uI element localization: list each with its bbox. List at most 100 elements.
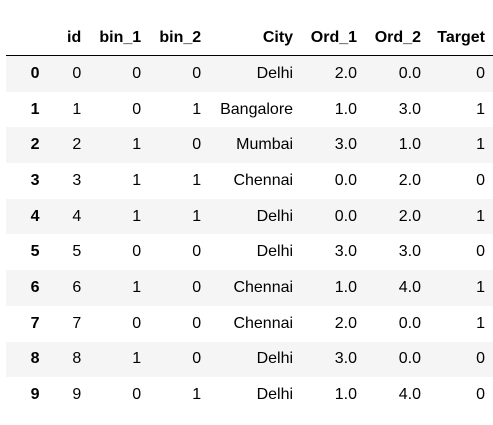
- table-row: 9 9 0 1 Delhi 1.0 4.0 0: [6, 377, 493, 413]
- cell-target: 0: [476, 243, 485, 261]
- cell-target: 1: [476, 100, 485, 118]
- cell-ord-2: 2.0: [398, 171, 421, 189]
- header-row: id bin_1 bin_2 City Ord_1 Ord_2 Target: [6, 20, 493, 56]
- cell-id: 9: [72, 386, 82, 404]
- cell-city: Chennai: [233, 278, 294, 296]
- cell-bin-2: 1: [192, 386, 202, 404]
- cell-city: Mumbai: [236, 136, 294, 154]
- cell-ord-2: 3.0: [398, 243, 421, 261]
- cell-target: 1: [476, 136, 485, 154]
- cell-ord-1: 1.0: [334, 386, 358, 404]
- cell-city: Delhi: [256, 207, 294, 225]
- table-row: 8 8 1 0 Delhi 3.0 0.0 0: [6, 341, 493, 378]
- cell-ord-1: 0.0: [334, 171, 358, 189]
- cell-city: Delhi: [256, 350, 294, 368]
- cell-city: Bangalore: [220, 100, 294, 118]
- cell-bin-1: 0: [132, 314, 142, 332]
- cell-id: 5: [72, 243, 82, 261]
- cell-target: 0: [476, 350, 485, 368]
- cell-target: 0: [476, 64, 485, 82]
- cell-id: 8: [72, 350, 82, 368]
- cell-bin-1: 1: [132, 278, 142, 296]
- row-index: 4: [30, 207, 40, 225]
- cell-bin-2: 0: [192, 314, 202, 332]
- table-row: 6 6 1 0 Chennai 1.0 4.0 1: [6, 270, 493, 306]
- cell-id: 2: [72, 136, 82, 154]
- table-body: 0 0 0 0 Delhi 2.0 0.0 0 1 1 0 1 Bangalore 1.0 3.0 1 2 2 1 0…: [6, 55, 493, 413]
- cell-target: 1: [476, 207, 485, 225]
- table-row: 0 0 0 0 Delhi 2.0 0.0 0: [6, 55, 493, 92]
- cell-bin-2: 0: [192, 278, 202, 296]
- cell-ord-1: 1.0: [334, 278, 358, 296]
- cell-bin-2: 0: [192, 350, 202, 368]
- cell-bin-2: 1: [192, 171, 202, 189]
- cell-target: 0: [476, 171, 485, 189]
- table-header: id bin_1 bin_2 City Ord_1 Ord_2 Target: [6, 20, 493, 56]
- header-ord-1: Ord_1: [310, 28, 358, 46]
- cell-ord-2: 2.0: [398, 207, 421, 225]
- cell-id: 4: [72, 207, 82, 225]
- cell-ord-1: 3.0: [334, 136, 358, 154]
- cell-bin-1: 1: [132, 350, 142, 368]
- cell-bin-2: 0: [192, 243, 202, 261]
- cell-city: Delhi: [256, 386, 294, 404]
- table-row: 3 3 1 1 Chennai 0.0 2.0 0: [6, 163, 493, 199]
- cell-ord-2: 1.0: [398, 136, 421, 154]
- cell-bin-1: 0: [132, 386, 142, 404]
- row-index: 6: [30, 278, 40, 296]
- cell-ord-2: 0.0: [398, 350, 421, 368]
- cell-ord-1: 2.0: [334, 64, 358, 82]
- cell-id: 6: [72, 278, 82, 296]
- cell-ord-1: 3.0: [334, 350, 358, 368]
- cell-id: 0: [72, 64, 82, 82]
- cell-bin-1: 0: [132, 243, 142, 261]
- cell-city: Delhi: [256, 64, 294, 82]
- cell-target: 1: [476, 278, 485, 296]
- table-row: 2 2 1 0 Mumbai 3.0 1.0 1: [6, 127, 493, 164]
- cell-city: Delhi: [256, 243, 294, 261]
- row-index: 5: [30, 243, 40, 261]
- row-index: 7: [30, 314, 40, 332]
- cell-ord-1: 3.0: [334, 243, 358, 261]
- cell-target: 1: [476, 314, 485, 332]
- cell-bin-1: 0: [132, 64, 142, 82]
- row-index: 9: [30, 386, 40, 404]
- cell-ord-1: 2.0: [334, 314, 358, 332]
- header-city: City: [262, 28, 294, 46]
- cell-ord-2: 0.0: [398, 314, 421, 332]
- header-index: [6, 20, 48, 56]
- cell-ord-2: 0.0: [398, 64, 421, 82]
- cell-ord-2: 4.0: [398, 278, 421, 296]
- cell-ord-1: 0.0: [334, 207, 358, 225]
- table-row: 4 4 1 1 Delhi 0.0 2.0 1: [6, 198, 493, 235]
- row-index: 2: [30, 136, 40, 154]
- cell-id: 7: [72, 314, 82, 332]
- table-row: 7 7 0 0 Chennai 2.0 0.0 1: [6, 305, 493, 342]
- row-index: 3: [30, 171, 40, 189]
- header-bin-1: bin_1: [99, 28, 142, 46]
- header-ord-2: Ord_2: [374, 28, 421, 46]
- cell-bin-1: 1: [132, 171, 142, 189]
- cell-ord-2: 3.0: [398, 100, 421, 118]
- cell-bin-2: 0: [192, 64, 202, 82]
- row-index: 1: [30, 100, 40, 118]
- cell-city: Chennai: [233, 171, 294, 189]
- cell-ord-1: 1.0: [334, 100, 358, 118]
- cell-bin-1: 1: [132, 207, 142, 225]
- cell-bin-1: 0: [132, 100, 142, 118]
- cell-id: 3: [72, 171, 82, 189]
- row-index: 0: [30, 64, 40, 82]
- cell-id: 1: [72, 100, 82, 118]
- cell-bin-2: 0: [192, 136, 202, 154]
- header-bin-2: bin_2: [159, 28, 202, 46]
- cell-city: Chennai: [233, 314, 294, 332]
- cell-bin-2: 1: [192, 207, 202, 225]
- row-index: 8: [30, 350, 40, 368]
- header-target: Target: [437, 28, 485, 46]
- dataframe-table: id bin_1 bin_2 City Ord_1 Ord_2 Target 0…: [6, 20, 493, 413]
- cell-bin-1: 1: [132, 136, 142, 154]
- header-id: id: [67, 28, 82, 46]
- cell-target: 0: [476, 386, 485, 404]
- cell-ord-2: 4.0: [398, 386, 421, 404]
